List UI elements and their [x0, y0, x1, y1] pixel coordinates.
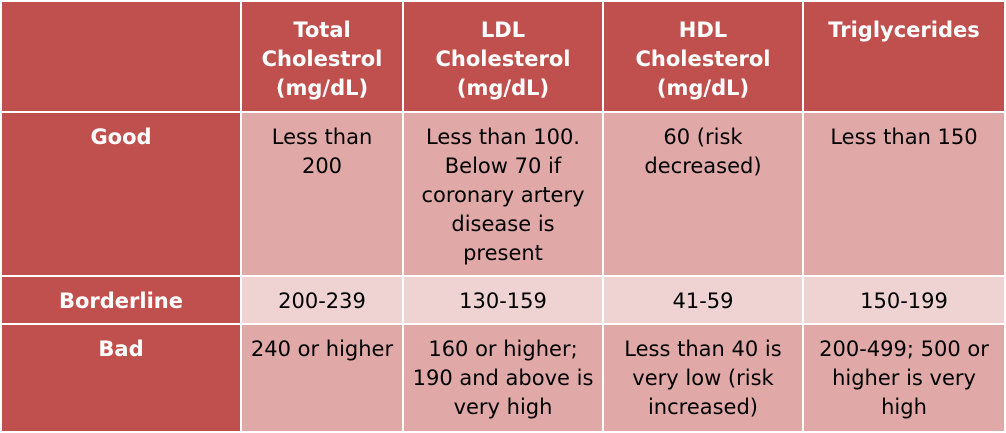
header-corner	[0, 0, 242, 113]
row-label-bad: Bad	[0, 323, 242, 433]
header-triglycerides: Triglycerides	[802, 0, 1006, 113]
cell-borderline-total: 200-239	[240, 275, 404, 325]
cell-bad-hdl: Less than 40 is very low (risk increased…	[602, 323, 804, 433]
row-label-borderline: Borderline	[0, 275, 242, 325]
header-hdl-cholesterol: HDL Cholesterol (mg/dL)	[602, 0, 804, 113]
cell-borderline-hdl: 41-59	[602, 275, 804, 325]
cell-bad-ldl: 160 or higher; 190 and above is very hig…	[402, 323, 604, 433]
table-row-borderline: Borderline 200-239 130-159 41-59 150-199	[0, 275, 1006, 325]
cell-good-total: Less than 200	[240, 111, 404, 277]
cell-good-triglycerides: Less than 150	[802, 111, 1006, 277]
cell-bad-triglycerides: 200-499; 500 or higher is very high	[802, 323, 1006, 433]
cell-borderline-ldl: 130-159	[402, 275, 604, 325]
cell-good-hdl: 60 (risk decreased)	[602, 111, 804, 277]
cell-borderline-triglycerides: 150-199	[802, 275, 1006, 325]
cell-bad-total: 240 or higher	[240, 323, 404, 433]
table-row-bad: Bad 240 or higher 160 or higher; 190 and…	[0, 323, 1006, 433]
header-total-cholesterol: Total Cholestrol (mg/dL)	[240, 0, 404, 113]
header-ldl-cholesterol: LDL Cholesterol (mg/dL)	[402, 0, 604, 113]
cell-good-ldl: Less than 100. Below 70 if coronary arte…	[402, 111, 604, 277]
row-label-good: Good	[0, 111, 242, 277]
header-row: Total Cholestrol (mg/dL) LDL Cholesterol…	[0, 0, 1006, 113]
table-row-good: Good Less than 200 Less than 100. Below …	[0, 111, 1006, 277]
